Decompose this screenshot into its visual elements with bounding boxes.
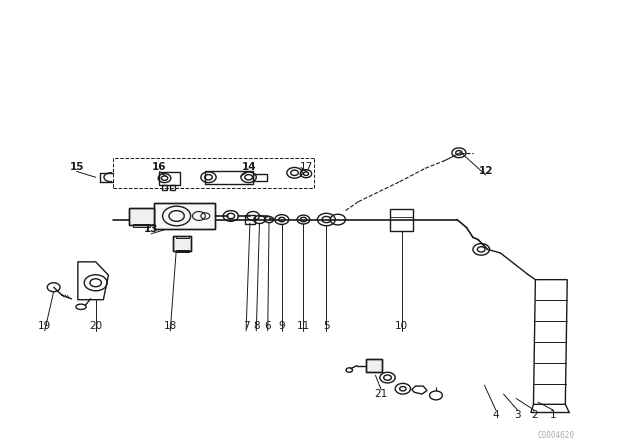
Bar	[245, 215, 255, 224]
Bar	[129, 208, 154, 225]
Bar	[154, 202, 215, 229]
Bar	[173, 237, 191, 251]
Bar	[129, 208, 154, 225]
Text: 17: 17	[300, 162, 312, 172]
Bar	[366, 359, 382, 372]
Text: 9: 9	[278, 321, 285, 332]
Text: 19: 19	[38, 321, 51, 332]
Text: 5: 5	[323, 321, 330, 332]
Bar	[170, 185, 175, 190]
Text: 2: 2	[531, 409, 538, 420]
Bar	[390, 209, 413, 231]
Bar	[205, 171, 253, 184]
Text: 8: 8	[253, 321, 260, 332]
Text: C0004620: C0004620	[537, 431, 574, 440]
Text: 3: 3	[514, 409, 521, 420]
Text: 12: 12	[479, 166, 493, 176]
Text: 10: 10	[395, 321, 408, 332]
Text: 21: 21	[374, 389, 388, 399]
Text: 6: 6	[264, 321, 271, 332]
Text: 16: 16	[152, 162, 166, 172]
Text: 1: 1	[550, 409, 557, 420]
Bar	[176, 250, 189, 253]
Text: 4: 4	[493, 409, 499, 420]
Text: 13: 13	[144, 224, 158, 234]
Text: 15: 15	[69, 162, 84, 172]
Text: 14: 14	[241, 162, 256, 172]
Text: 11: 11	[297, 321, 310, 332]
Text: 20: 20	[89, 321, 102, 332]
Bar	[159, 172, 180, 185]
Text: 7: 7	[243, 321, 250, 332]
Bar	[132, 224, 150, 227]
Bar	[253, 174, 267, 181]
Bar	[173, 237, 191, 251]
Text: 18: 18	[164, 321, 177, 332]
Bar	[154, 202, 215, 229]
Bar	[176, 236, 189, 238]
Bar	[162, 185, 167, 190]
Bar	[366, 359, 382, 372]
